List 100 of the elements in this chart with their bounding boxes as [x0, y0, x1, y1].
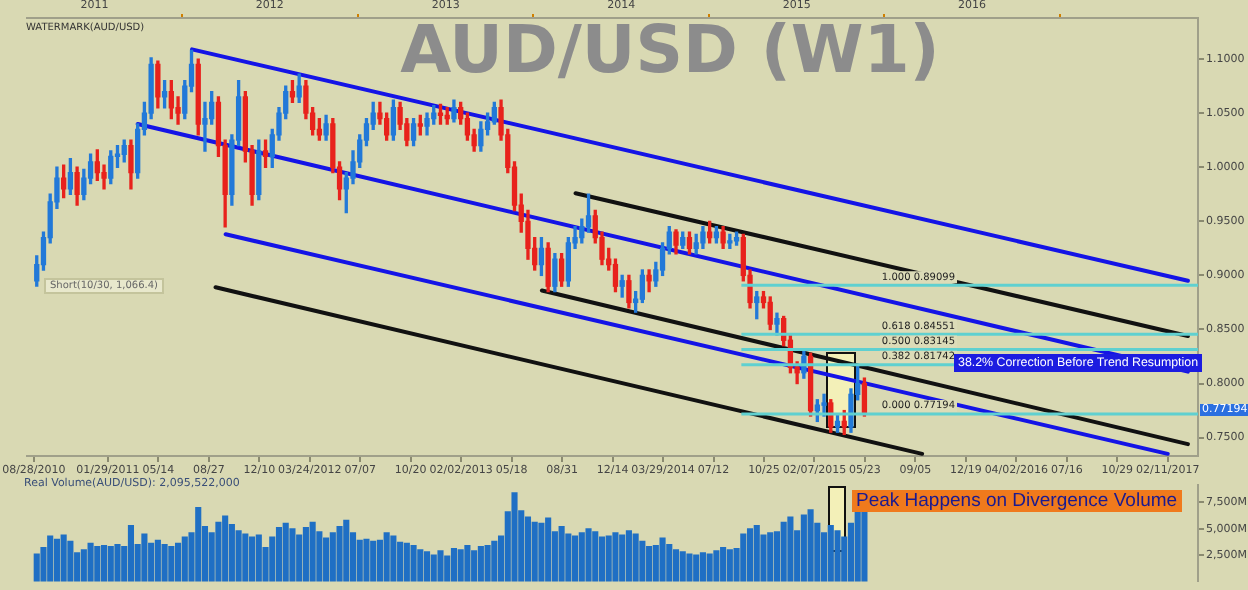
bar [861, 508, 868, 582]
bar [437, 550, 444, 582]
bar [282, 522, 289, 582]
bar [289, 528, 296, 582]
bar [430, 554, 437, 582]
bar [807, 509, 814, 582]
bar [471, 550, 478, 582]
bar [94, 546, 101, 582]
bar [397, 541, 404, 582]
bar [800, 514, 807, 582]
bar [699, 552, 706, 582]
bar [706, 553, 713, 582]
bar [249, 536, 256, 582]
bar [686, 553, 693, 582]
bar [329, 532, 336, 582]
bar [80, 549, 87, 582]
bar [531, 521, 538, 582]
bar [511, 492, 518, 582]
bar [720, 547, 727, 582]
bar [605, 535, 612, 582]
bar [679, 551, 686, 582]
bar [693, 554, 700, 582]
bar [154, 539, 161, 582]
chart-title: AUD/USD (W1) [398, 10, 942, 88]
bar [464, 544, 471, 582]
bar [390, 535, 397, 582]
bar [787, 516, 794, 582]
bar [242, 533, 249, 582]
bar [538, 522, 545, 582]
bar [403, 542, 410, 582]
bar [141, 533, 148, 582]
bar [659, 537, 666, 582]
bar [625, 530, 632, 582]
bar [652, 544, 659, 582]
bar [302, 527, 309, 582]
bar [309, 521, 316, 582]
bar [423, 551, 431, 582]
bar [215, 521, 222, 582]
bar [275, 527, 283, 582]
bar [127, 524, 135, 582]
bar [444, 555, 451, 582]
bar [666, 543, 673, 582]
bar [168, 546, 175, 582]
bar [632, 533, 639, 582]
bar [753, 524, 760, 582]
bar [383, 532, 390, 582]
bar [780, 521, 787, 582]
bar [195, 507, 202, 582]
bar [592, 531, 599, 582]
bar [457, 549, 464, 582]
bar [585, 528, 592, 582]
bar [484, 544, 491, 582]
annotation: Peak Happens on Divergence Volume [852, 490, 1182, 512]
bar [558, 526, 565, 582]
bar [323, 537, 330, 582]
bar [174, 542, 182, 582]
bar [565, 533, 572, 582]
bar [545, 517, 552, 582]
bar [228, 523, 235, 582]
bar [107, 546, 114, 582]
bar [639, 540, 646, 582]
bar [53, 538, 60, 582]
bar [255, 534, 262, 582]
bar [578, 532, 585, 582]
bar [740, 533, 747, 582]
bar [87, 542, 94, 582]
bar [726, 549, 733, 582]
bar [713, 550, 720, 582]
bar [343, 519, 350, 582]
bar [336, 526, 343, 582]
bar [746, 528, 754, 582]
bar [235, 530, 242, 582]
bar [410, 544, 417, 582]
bar [363, 538, 370, 582]
bar [854, 510, 861, 582]
bar [767, 532, 774, 582]
bar [60, 534, 67, 582]
bar [67, 540, 74, 582]
bar [114, 543, 121, 582]
bar [370, 540, 377, 582]
bar [47, 535, 54, 582]
bar [491, 540, 498, 582]
bar [672, 549, 680, 582]
bar [646, 546, 653, 582]
bar [477, 546, 484, 582]
bar [181, 536, 188, 582]
bar [376, 539, 383, 582]
bar [161, 543, 168, 582]
bar [598, 536, 606, 582]
bar [572, 535, 579, 582]
bar [100, 544, 108, 582]
bar [296, 534, 303, 582]
bar [33, 553, 40, 582]
bar [417, 549, 424, 582]
bar [524, 516, 532, 582]
bar [450, 548, 458, 582]
bar [222, 515, 229, 582]
bar [356, 539, 363, 582]
bar [612, 532, 619, 582]
bar [619, 534, 626, 582]
